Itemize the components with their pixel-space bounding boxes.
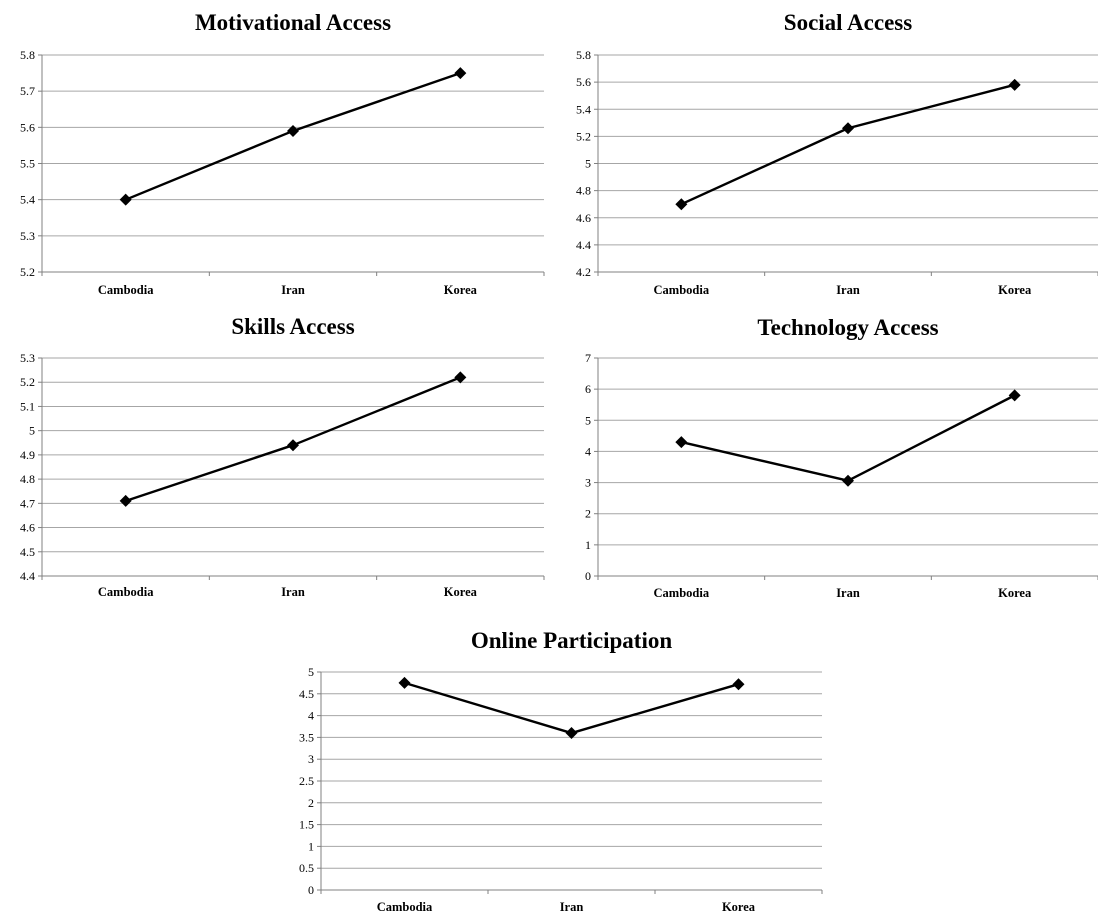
y-tick-label: 4.5 — [20, 545, 35, 559]
y-tick-label: 5.7 — [20, 84, 35, 98]
y-tick-label: 1.5 — [299, 818, 314, 832]
y-tick-label: 4 — [585, 444, 591, 458]
y-tick-label: 6 — [585, 382, 591, 396]
y-tick-label: 5 — [585, 157, 591, 171]
x-tick-label: Iran — [836, 283, 860, 297]
y-tick-label: 5.6 — [576, 75, 591, 89]
y-tick-label: 5.2 — [576, 129, 591, 143]
y-tick-label: 4.6 — [20, 521, 35, 535]
series-line — [680, 83, 1015, 206]
y-tick-label: 5.4 — [576, 102, 591, 116]
y-tick-label: 4.6 — [576, 211, 591, 225]
data-point-marker — [842, 122, 854, 135]
data-point-marker — [398, 676, 411, 689]
x-tick-label: Iran — [560, 900, 584, 914]
y-tick-label: 1 — [308, 839, 314, 853]
y-tick-label: 2.5 — [299, 774, 314, 788]
y-tick-label: 4 — [308, 709, 314, 723]
x-tick-label: Iran — [836, 586, 860, 600]
y-tick-label: 5 — [585, 413, 591, 427]
chart-title: Skills Access — [231, 314, 354, 339]
data-point-marker — [565, 727, 578, 740]
chart-panel: Skills Access 4.4 4.5 4.6 4.7 4.8 4.9 5 5.1 5.2 5.… — [20, 314, 545, 599]
y-tick-label: 2 — [308, 796, 314, 810]
y-tick-label: 5.2 — [20, 375, 35, 389]
y-tick-label: 3 — [585, 476, 591, 490]
data-point-marker — [1008, 389, 1021, 402]
y-tick-label: 4.4 — [20, 569, 35, 583]
y-tick-label: 7 — [585, 351, 591, 365]
y-tick-label: 1 — [585, 538, 591, 552]
x-tick-label: Cambodia — [98, 585, 154, 599]
y-tick-label: 5.4 — [20, 193, 35, 207]
data-point-marker — [675, 198, 688, 211]
y-tick-label: 3.5 — [299, 730, 314, 744]
data-point-marker — [454, 371, 467, 384]
y-tick-label: 5.8 — [576, 48, 591, 62]
y-tick-label: 4.5 — [299, 687, 314, 701]
y-tick-label: 4.8 — [576, 184, 591, 198]
data-point-marker — [119, 494, 132, 507]
y-tick-label: 0 — [308, 883, 314, 897]
data-point-marker — [842, 474, 854, 487]
data-point-marker — [1008, 78, 1021, 91]
x-tick-label: Cambodia — [654, 283, 710, 297]
x-tick-label: Korea — [444, 585, 478, 599]
data-point-marker — [675, 436, 688, 449]
chart-panel: Online Participation 0 0.5 1 1.5 2 2.5 3 3.5 4 4.5… — [299, 628, 823, 914]
y-tick-label: 0 — [585, 569, 591, 583]
chart-panel: Social Access 4.2 4.4 4.6 4.8 5 5.2 5.4 5.6 5.8 Ca… — [576, 10, 1098, 297]
y-tick-label: 5.3 — [20, 351, 35, 365]
y-tick-label: 5 — [308, 665, 314, 679]
y-tick-label: 3 — [308, 752, 314, 766]
y-tick-label: 4.2 — [576, 265, 591, 279]
series-line — [681, 394, 1016, 482]
y-tick-label: 0.5 — [299, 861, 314, 875]
y-tick-label: 5 — [29, 424, 35, 438]
x-tick-label: Korea — [998, 283, 1032, 297]
y-tick-label: 2 — [585, 507, 591, 521]
chart-title: Social Access — [784, 10, 912, 35]
chart-panel: Motivational Access 5.2 5.3 5.4 5.5 5.6 5.7 5.8… — [20, 10, 545, 297]
x-tick-label: Iran — [281, 283, 305, 297]
x-tick-label: Korea — [998, 586, 1032, 600]
data-point-marker — [119, 193, 132, 206]
x-tick-label: Korea — [444, 283, 478, 297]
data-point-marker — [287, 439, 299, 452]
x-tick-label: Iran — [281, 585, 305, 599]
y-tick-label: 5.5 — [20, 157, 35, 171]
y-tick-label: 5.1 — [20, 399, 35, 413]
chart-title: Motivational Access — [195, 10, 391, 35]
data-point-marker — [287, 124, 299, 137]
x-tick-label: Cambodia — [654, 586, 710, 600]
y-tick-label: 4.7 — [20, 496, 35, 510]
y-tick-label: 5.2 — [20, 265, 35, 279]
y-tick-label: 5.8 — [20, 48, 35, 62]
chart-title: Technology Access — [757, 315, 938, 340]
x-tick-label: Cambodia — [98, 283, 154, 297]
series-line — [125, 376, 461, 503]
chart-title: Online Participation — [471, 628, 672, 653]
y-tick-label: 4.9 — [20, 448, 35, 462]
series-line — [404, 681, 739, 735]
y-tick-label: 5.6 — [20, 120, 35, 134]
y-tick-label: 4.4 — [576, 238, 591, 252]
data-point-marker — [732, 678, 745, 691]
x-tick-label: Korea — [722, 900, 756, 914]
data-point-marker — [454, 67, 467, 80]
y-tick-label: 5.3 — [20, 229, 35, 243]
chart-panel: Technology Access 0 1 2 3 4 5 6 7 Cambodia Iran Kor… — [585, 315, 1098, 600]
y-tick-label: 4.8 — [20, 472, 35, 486]
x-tick-label: Cambodia — [377, 900, 433, 914]
